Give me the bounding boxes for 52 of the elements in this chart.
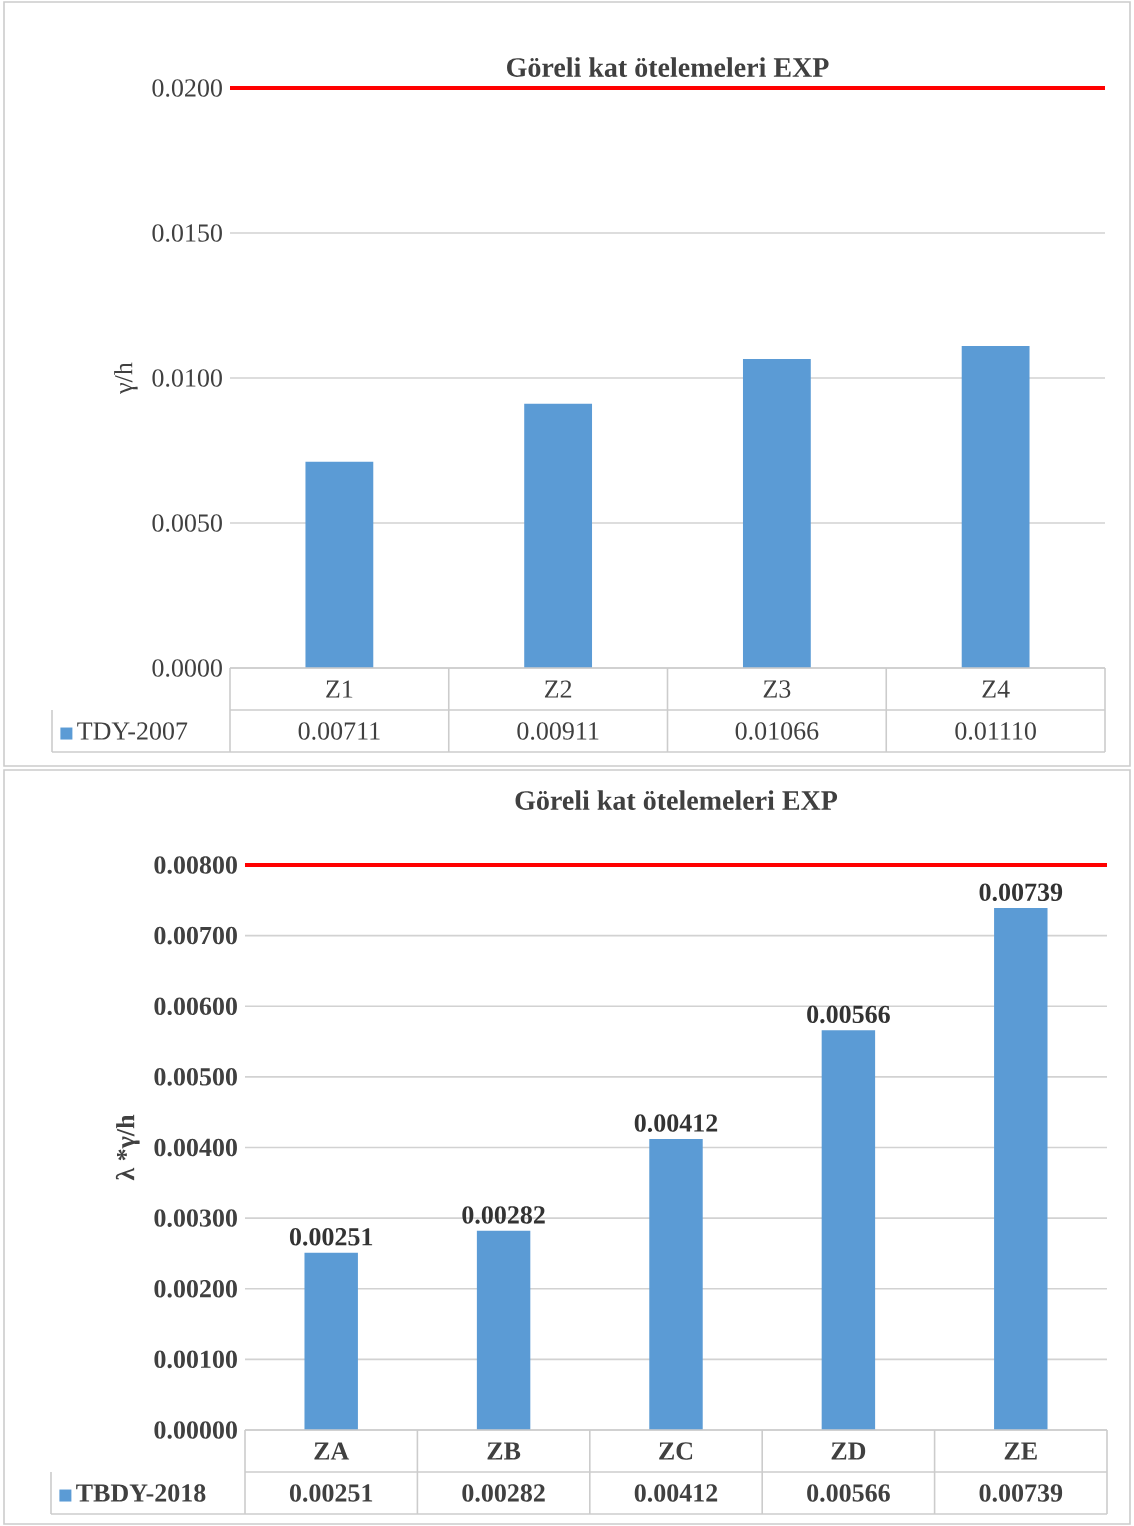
x-tick-label: ZC — [659, 1442, 693, 1460]
legend-label: TBDY-2018 — [76, 1484, 206, 1502]
data-label: 0.00251 — [289, 1484, 373, 1502]
y-tick-label: 0.0000 — [152, 659, 222, 677]
x-tick-label: Z1 — [326, 680, 353, 698]
data-label: 0.01066 — [735, 722, 819, 740]
bar — [304, 1252, 358, 1431]
y-tick-label: 0.00400 — [154, 1138, 237, 1157]
y-tick-label: 0.00700 — [154, 926, 237, 945]
text: 0.00739 — [979, 883, 1063, 902]
data-label: 0.00911 — [517, 722, 599, 740]
chart-title: Göreli kat ötelemeleri EXP — [515, 790, 838, 810]
y-tick-label: 0.00500 — [154, 1068, 237, 1086]
bar — [524, 403, 593, 669]
text: 0.00412 — [634, 1114, 718, 1132]
bar — [305, 461, 374, 669]
data-label: 0.00412 — [634, 1484, 718, 1502]
data-label: 0.01110 — [955, 722, 1036, 740]
y-tick-label: 0.00800 — [154, 856, 237, 874]
data-label: 0.00739 — [979, 1484, 1063, 1502]
x-tick-label: ZB — [487, 1442, 521, 1460]
bar — [476, 1230, 531, 1431]
y-tick-label: 0.0200 — [152, 79, 222, 97]
x-tick-label: ZD — [831, 1442, 866, 1460]
x-tick-label: Z3 — [763, 680, 791, 698]
text: 0.00282 — [462, 1206, 545, 1224]
y-tick-label: 0.00300 — [154, 1209, 237, 1227]
y-tick-label: 0.00000 — [154, 1421, 237, 1439]
legend-label: TDY-2007 — [77, 722, 188, 740]
x-tick-label: ZE — [1004, 1442, 1037, 1460]
y-tick-label: 0.0150 — [152, 224, 222, 242]
x-tick-label: ZA — [314, 1442, 350, 1460]
text: 0.00251 — [289, 1228, 373, 1246]
x-tick-label: Z4 — [982, 680, 1010, 698]
bar — [742, 358, 811, 669]
chart-title: Göreli kat ötelemeleri EXP — [507, 57, 829, 77]
bar — [821, 1030, 876, 1431]
data-label: 0.00711 — [298, 722, 380, 740]
text: 0.00566 — [807, 1005, 890, 1024]
y-tick-label: 0.0050 — [152, 514, 222, 532]
bar — [994, 908, 1048, 1431]
bar — [649, 1139, 703, 1431]
y-axis-title: λ *γ/h — [115, 1114, 140, 1181]
y-tick-label: 0.0100 — [152, 369, 222, 387]
y-tick-label: 0.00600 — [154, 997, 237, 1016]
bar — [961, 346, 1030, 669]
data-label: 0.00282 — [462, 1484, 545, 1502]
data-label: 0.00566 — [807, 1484, 890, 1502]
y-tick-label: 0.00200 — [154, 1279, 237, 1298]
x-tick-label: Z2 — [544, 680, 572, 698]
y-tick-label: 0.00100 — [154, 1350, 237, 1369]
y-axis-title: γ/h — [114, 362, 138, 394]
